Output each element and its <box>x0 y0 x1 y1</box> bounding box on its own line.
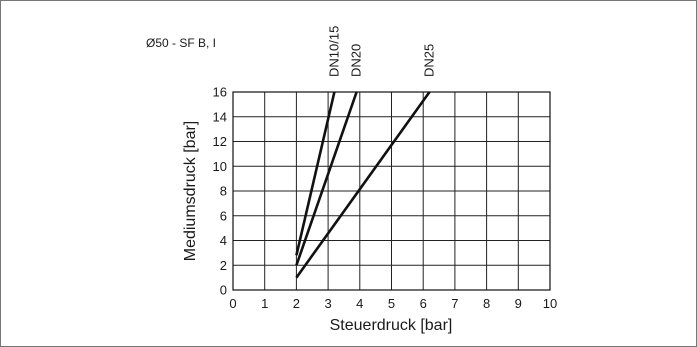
y-tick-label: 10 <box>213 159 227 174</box>
series-labels: DN10/15 DN20 DN25 <box>326 26 436 77</box>
y-tick-label: 8 <box>220 184 227 199</box>
x-tick-labels: 0 1 2 3 4 5 6 7 8 9 10 <box>229 296 557 311</box>
plot-border <box>232 91 551 291</box>
series-label: DN25 <box>422 44 437 77</box>
y-tick-label: 2 <box>220 258 227 273</box>
x-tick-label: 0 <box>229 296 236 311</box>
x-tick-label: 2 <box>293 296 300 311</box>
x-tick-label: 6 <box>420 296 427 311</box>
x-tick-label: 10 <box>543 296 557 311</box>
y-axis-label: Mediumsdruck [bar] <box>182 121 199 262</box>
series-line-dn20 <box>295 91 358 266</box>
x-tick-label: 7 <box>451 296 458 311</box>
x-tick-label: 4 <box>356 296 363 311</box>
series-line-dn10-15 <box>295 91 336 256</box>
y-tick-label: 6 <box>220 208 227 223</box>
series-layer <box>295 91 431 279</box>
y-tick-labels: 0 2 4 6 8 10 12 14 16 <box>213 85 227 298</box>
y-tick-label: 14 <box>213 109 227 124</box>
series-label: DN10/15 <box>326 26 341 77</box>
y-tick-label: 0 <box>220 283 227 298</box>
series-line-dn25 <box>295 91 431 279</box>
x-tick-label: 9 <box>515 296 522 311</box>
x-tick-label: 1 <box>261 296 268 311</box>
x-axis-label: Steuerdruck [bar] <box>330 317 453 334</box>
chart-subtitle: Ø50 - SF B, I <box>146 36 216 50</box>
x-tick-label: 5 <box>388 296 395 311</box>
series-label: DN20 <box>349 44 364 77</box>
y-tick-label: 12 <box>213 134 227 149</box>
y-tick-label: 16 <box>213 85 227 100</box>
x-tick-label: 3 <box>324 296 331 311</box>
y-tick-label: 4 <box>220 233 227 248</box>
x-tick-label: 8 <box>483 296 490 311</box>
grid <box>232 91 551 291</box>
